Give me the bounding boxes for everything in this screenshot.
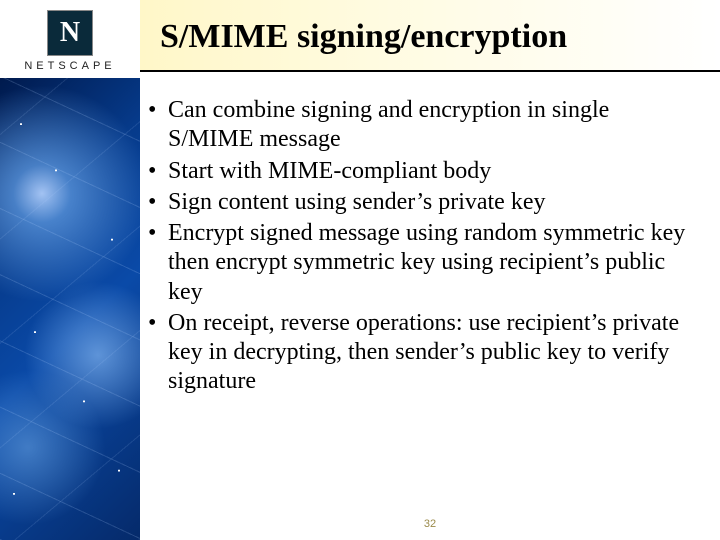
netscape-logo-icon: N <box>47 10 93 56</box>
sidebar: N NETSCAPE <box>0 0 140 540</box>
bullet-list: Can combine signing and encryption in si… <box>146 96 692 397</box>
logo-area: N NETSCAPE <box>0 0 140 78</box>
body-area: Can combine signing and encryption in si… <box>140 72 720 397</box>
slide-title: S/MIME signing/encryption <box>160 18 700 56</box>
bullet-item: On receipt, reverse operations: use reci… <box>146 309 692 397</box>
content-area: S/MIME signing/encryption Can combine si… <box>140 0 720 540</box>
bullet-item: Can combine signing and encryption in si… <box>146 96 692 155</box>
netscape-wordmark: NETSCAPE <box>24 60 115 72</box>
bullet-item: Encrypt signed message using random symm… <box>146 219 692 307</box>
page-number: 32 <box>140 518 720 530</box>
bullet-item: Start with MIME-compliant body <box>146 157 692 186</box>
bullet-item: Sign content using sender’s private key <box>146 188 692 217</box>
slide: N NETSCAPE S/MIME signing/encryption Can… <box>0 0 720 540</box>
title-band: S/MIME signing/encryption <box>140 0 720 72</box>
sidebar-decorative-image <box>0 78 140 540</box>
